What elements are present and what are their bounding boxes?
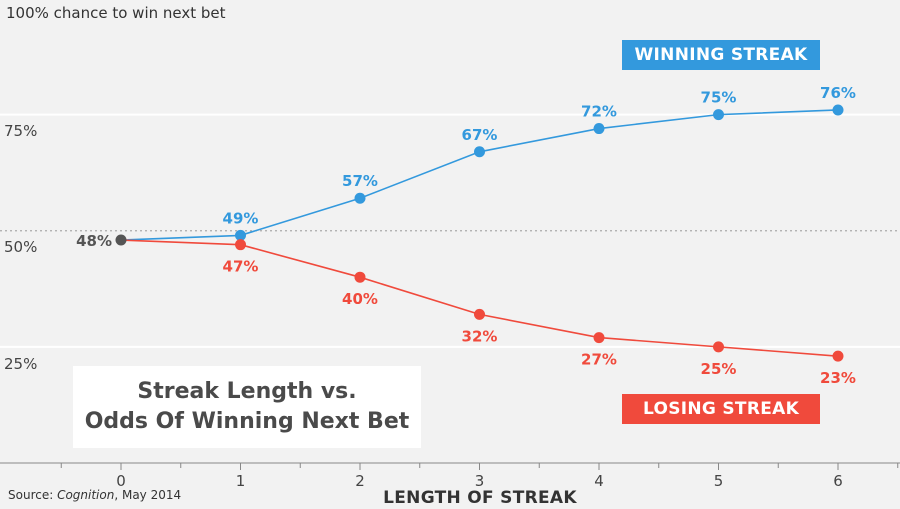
x-axis-label: LENGTH OF STREAK [383, 488, 577, 508]
winning-streak-point [593, 123, 605, 135]
winning-streak-data-label: 49% [223, 209, 259, 227]
losing-streak-point [593, 332, 605, 344]
y-tick-label: 50% [4, 238, 38, 256]
y-axis-note: 100% chance to win next bet [6, 4, 226, 22]
source-note: Source: Cognition, May 2014 [8, 488, 181, 502]
losing-streak-point [713, 341, 724, 353]
x-tick-label: 5 [714, 472, 724, 490]
x-tick-label: 2 [355, 472, 365, 490]
losing-streak-data-label: 47% [223, 258, 259, 276]
winning-streak-point [474, 146, 485, 158]
losing-streak-data-label: 23% [820, 369, 856, 387]
winning-streak-point [713, 109, 724, 121]
source-publication: Cognition [57, 488, 115, 502]
winning-streak-point [354, 192, 366, 204]
y-tick-label: 75% [4, 122, 38, 140]
winning-streak-point [235, 229, 246, 241]
x-tick-label: 1 [236, 472, 246, 490]
losing-streak-point [235, 239, 246, 251]
x-tick-label: 0 [116, 472, 126, 490]
losing-streak-data-label: 40% [342, 290, 378, 308]
start-point-data-label: 48% [76, 232, 112, 250]
x-tick-label: 3 [475, 472, 485, 490]
losing-streak-data-label: 27% [581, 351, 617, 369]
chart-title-box: Streak Length vs. Odds Of Winning Next B… [73, 366, 421, 448]
source-prefix: Source: [8, 488, 58, 502]
losing-streak-data-label: 25% [701, 360, 737, 378]
legend-winning-streak: WINNING STREAK [622, 40, 820, 70]
losing-streak-data-label: 32% [462, 327, 498, 345]
source-suffix: , May 2014 [114, 488, 182, 502]
chart-title-line: Odds Of Winning Next Bet [84, 409, 410, 434]
losing-streak-point [832, 350, 844, 362]
winning-streak-data-label: 57% [342, 172, 378, 190]
x-tick-label: 6 [833, 472, 843, 490]
start-point [115, 234, 127, 246]
winning-streak-data-label: 72% [581, 103, 617, 121]
losing-streak-point [474, 308, 485, 320]
winning-streak-data-label: 67% [462, 126, 498, 144]
legend-losing-streak: LOSING STREAK [622, 394, 820, 424]
winning-streak-data-label: 76% [820, 84, 856, 102]
x-tick-label: 4 [594, 472, 604, 490]
chart-title-line: Streak Length vs. [137, 379, 357, 404]
y-tick-label: 25% [4, 355, 38, 373]
winning-streak-data-label: 75% [701, 89, 737, 107]
losing-streak-point [354, 271, 366, 283]
winning-streak-point [832, 104, 844, 116]
